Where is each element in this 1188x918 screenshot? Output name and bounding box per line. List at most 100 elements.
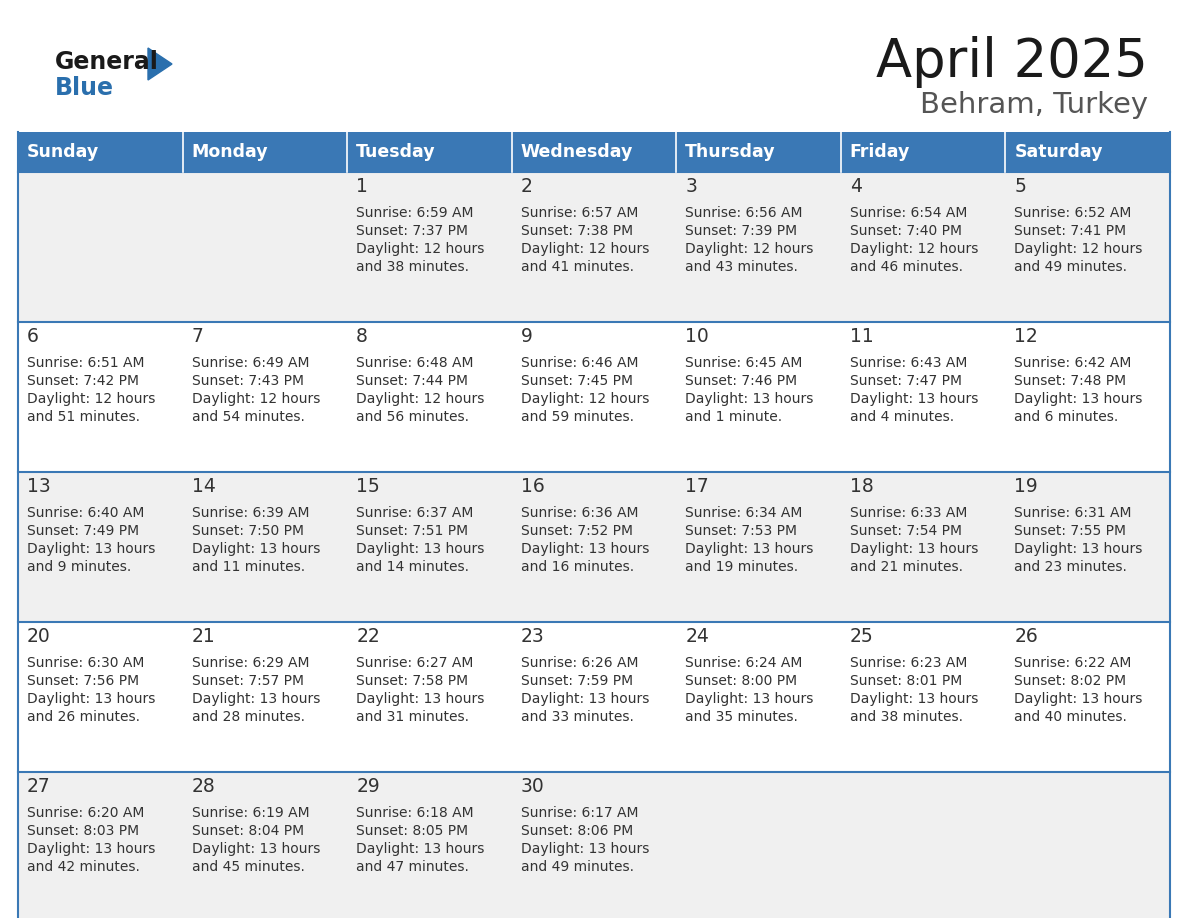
- Text: Daylight: 13 hours: Daylight: 13 hours: [849, 392, 978, 406]
- Text: 15: 15: [356, 476, 380, 496]
- Text: Sunrise: 6:46 AM: Sunrise: 6:46 AM: [520, 356, 638, 370]
- Text: 12: 12: [1015, 327, 1038, 345]
- Bar: [183, 132, 347, 172]
- Text: 16: 16: [520, 476, 544, 496]
- Text: Sunrise: 6:29 AM: Sunrise: 6:29 AM: [191, 656, 309, 670]
- Text: 6: 6: [27, 327, 39, 345]
- Text: Daylight: 13 hours: Daylight: 13 hours: [520, 692, 649, 706]
- Text: Sunset: 7:45 PM: Sunset: 7:45 PM: [520, 374, 633, 388]
- Text: Sunset: 7:54 PM: Sunset: 7:54 PM: [849, 524, 962, 538]
- Text: Sunset: 7:47 PM: Sunset: 7:47 PM: [849, 374, 962, 388]
- Text: and 11 minutes.: and 11 minutes.: [191, 560, 304, 574]
- Text: Sunrise: 6:43 AM: Sunrise: 6:43 AM: [849, 356, 967, 370]
- Text: Sunset: 7:46 PM: Sunset: 7:46 PM: [685, 374, 797, 388]
- Text: and 49 minutes.: and 49 minutes.: [1015, 260, 1127, 274]
- Text: Monday: Monday: [191, 143, 268, 161]
- Text: Sunset: 8:05 PM: Sunset: 8:05 PM: [356, 824, 468, 838]
- Text: April 2025: April 2025: [876, 36, 1148, 88]
- Text: Daylight: 13 hours: Daylight: 13 hours: [849, 542, 978, 556]
- Text: Sunrise: 6:19 AM: Sunrise: 6:19 AM: [191, 806, 309, 820]
- Text: 4: 4: [849, 176, 861, 196]
- Text: 7: 7: [191, 327, 203, 345]
- Text: Sunset: 7:56 PM: Sunset: 7:56 PM: [27, 674, 139, 688]
- Text: 20: 20: [27, 626, 51, 645]
- Text: Sunrise: 6:23 AM: Sunrise: 6:23 AM: [849, 656, 967, 670]
- Text: and 47 minutes.: and 47 minutes.: [356, 860, 469, 874]
- Text: Daylight: 13 hours: Daylight: 13 hours: [356, 842, 485, 856]
- Text: Thursday: Thursday: [685, 143, 776, 161]
- Text: Daylight: 13 hours: Daylight: 13 hours: [849, 692, 978, 706]
- Text: Sunrise: 6:17 AM: Sunrise: 6:17 AM: [520, 806, 638, 820]
- Text: Sunrise: 6:59 AM: Sunrise: 6:59 AM: [356, 206, 474, 220]
- Text: Sunset: 8:02 PM: Sunset: 8:02 PM: [1015, 674, 1126, 688]
- Text: Daylight: 13 hours: Daylight: 13 hours: [1015, 542, 1143, 556]
- Text: Sunrise: 6:52 AM: Sunrise: 6:52 AM: [1015, 206, 1132, 220]
- Text: 23: 23: [520, 626, 544, 645]
- Text: Daylight: 13 hours: Daylight: 13 hours: [1015, 692, 1143, 706]
- Bar: [1005, 132, 1170, 172]
- Text: Daylight: 12 hours: Daylight: 12 hours: [849, 242, 978, 256]
- Text: Sunset: 7:58 PM: Sunset: 7:58 PM: [356, 674, 468, 688]
- Text: Daylight: 13 hours: Daylight: 13 hours: [191, 842, 320, 856]
- Text: Daylight: 13 hours: Daylight: 13 hours: [27, 842, 156, 856]
- Text: 5: 5: [1015, 176, 1026, 196]
- Text: 8: 8: [356, 327, 368, 345]
- Text: 17: 17: [685, 476, 709, 496]
- Text: Daylight: 13 hours: Daylight: 13 hours: [356, 692, 485, 706]
- Text: Daylight: 12 hours: Daylight: 12 hours: [356, 242, 485, 256]
- Text: and 54 minutes.: and 54 minutes.: [191, 410, 304, 424]
- Text: Sunrise: 6:27 AM: Sunrise: 6:27 AM: [356, 656, 474, 670]
- Text: 13: 13: [27, 476, 51, 496]
- Text: Sunrise: 6:57 AM: Sunrise: 6:57 AM: [520, 206, 638, 220]
- Text: Daylight: 12 hours: Daylight: 12 hours: [520, 392, 649, 406]
- Text: Daylight: 12 hours: Daylight: 12 hours: [27, 392, 156, 406]
- Text: Sunrise: 6:42 AM: Sunrise: 6:42 AM: [1015, 356, 1132, 370]
- Text: and 51 minutes.: and 51 minutes.: [27, 410, 140, 424]
- Text: Sunset: 7:57 PM: Sunset: 7:57 PM: [191, 674, 304, 688]
- Text: Sunday: Sunday: [27, 143, 100, 161]
- Text: and 35 minutes.: and 35 minutes.: [685, 710, 798, 724]
- Text: 3: 3: [685, 176, 697, 196]
- Text: and 1 minute.: and 1 minute.: [685, 410, 783, 424]
- Text: Sunset: 8:03 PM: Sunset: 8:03 PM: [27, 824, 139, 838]
- Text: Friday: Friday: [849, 143, 910, 161]
- Text: and 19 minutes.: and 19 minutes.: [685, 560, 798, 574]
- Text: Sunset: 7:55 PM: Sunset: 7:55 PM: [1015, 524, 1126, 538]
- Text: Daylight: 13 hours: Daylight: 13 hours: [1015, 392, 1143, 406]
- Bar: [841, 132, 1005, 172]
- Text: and 43 minutes.: and 43 minutes.: [685, 260, 798, 274]
- Text: and 38 minutes.: and 38 minutes.: [356, 260, 469, 274]
- Text: 27: 27: [27, 777, 51, 796]
- Text: Sunrise: 6:24 AM: Sunrise: 6:24 AM: [685, 656, 803, 670]
- Text: Sunrise: 6:20 AM: Sunrise: 6:20 AM: [27, 806, 145, 820]
- Text: Sunset: 8:00 PM: Sunset: 8:00 PM: [685, 674, 797, 688]
- Text: and 33 minutes.: and 33 minutes.: [520, 710, 633, 724]
- Text: Sunrise: 6:48 AM: Sunrise: 6:48 AM: [356, 356, 474, 370]
- Text: Daylight: 12 hours: Daylight: 12 hours: [520, 242, 649, 256]
- Text: General: General: [55, 50, 159, 74]
- Text: Daylight: 13 hours: Daylight: 13 hours: [685, 392, 814, 406]
- Text: 19: 19: [1015, 476, 1038, 496]
- Text: Sunrise: 6:33 AM: Sunrise: 6:33 AM: [849, 506, 967, 520]
- Text: Sunset: 7:39 PM: Sunset: 7:39 PM: [685, 224, 797, 238]
- Text: and 26 minutes.: and 26 minutes.: [27, 710, 140, 724]
- Text: and 9 minutes.: and 9 minutes.: [27, 560, 131, 574]
- Text: 29: 29: [356, 777, 380, 796]
- Text: and 46 minutes.: and 46 minutes.: [849, 260, 962, 274]
- Text: 9: 9: [520, 327, 532, 345]
- Bar: [18, 772, 1170, 918]
- Bar: [18, 172, 1170, 322]
- Bar: [676, 132, 841, 172]
- Text: and 59 minutes.: and 59 minutes.: [520, 410, 633, 424]
- Text: and 31 minutes.: and 31 minutes.: [356, 710, 469, 724]
- Text: Sunrise: 6:51 AM: Sunrise: 6:51 AM: [27, 356, 145, 370]
- Text: Daylight: 13 hours: Daylight: 13 hours: [520, 542, 649, 556]
- Text: 21: 21: [191, 626, 215, 645]
- Text: Sunset: 8:04 PM: Sunset: 8:04 PM: [191, 824, 304, 838]
- Text: Daylight: 13 hours: Daylight: 13 hours: [27, 692, 156, 706]
- Text: Sunset: 7:53 PM: Sunset: 7:53 PM: [685, 524, 797, 538]
- Text: and 45 minutes.: and 45 minutes.: [191, 860, 304, 874]
- Text: Sunrise: 6:45 AM: Sunrise: 6:45 AM: [685, 356, 803, 370]
- Text: 26: 26: [1015, 626, 1038, 645]
- Text: 28: 28: [191, 777, 215, 796]
